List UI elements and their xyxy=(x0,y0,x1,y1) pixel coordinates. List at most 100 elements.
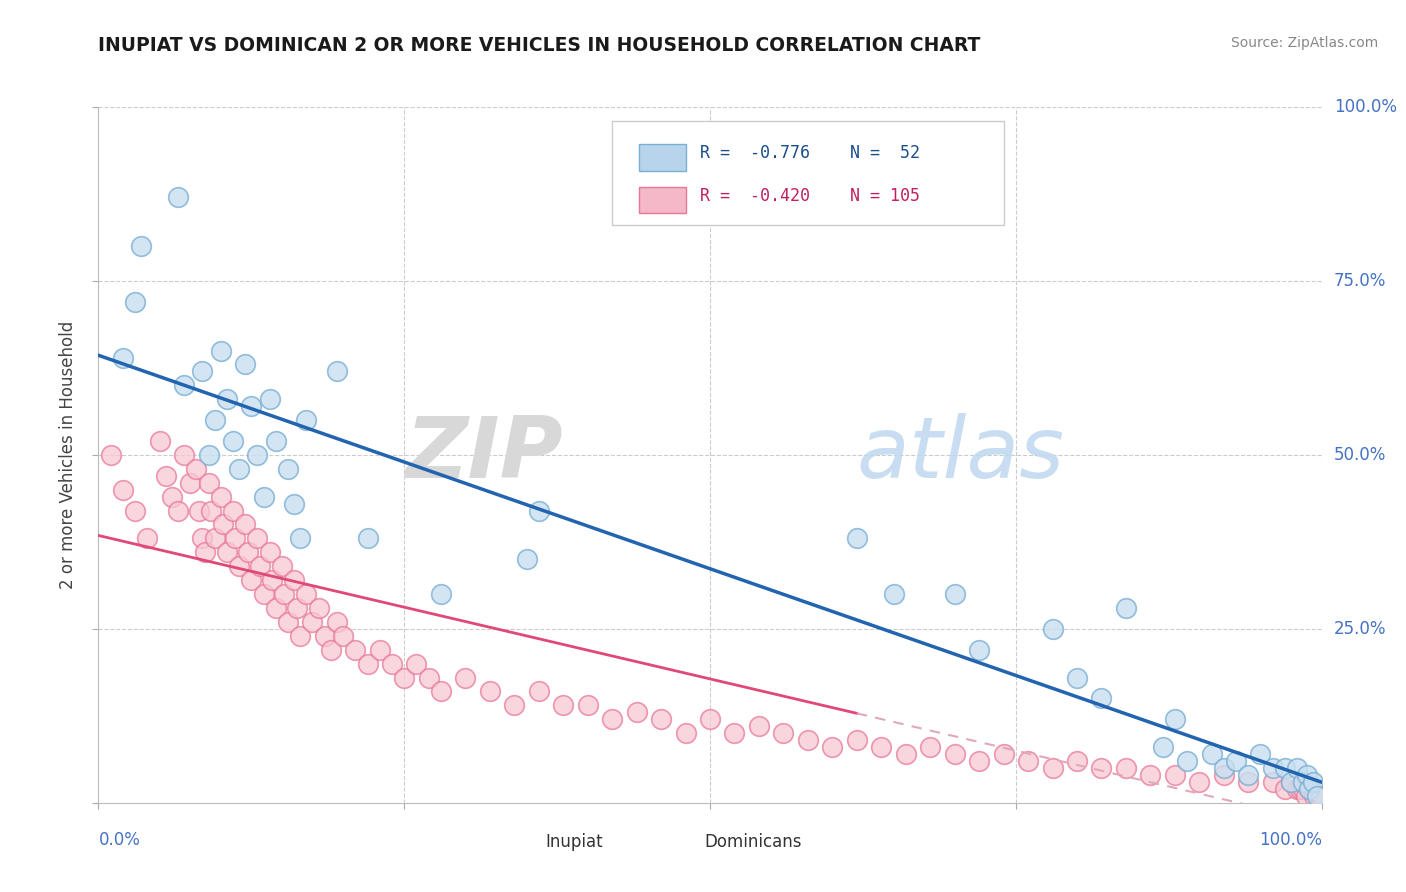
Text: 25.0%: 25.0% xyxy=(1334,620,1386,638)
Text: 50.0%: 50.0% xyxy=(1334,446,1386,464)
Point xyxy=(699,712,721,726)
Point xyxy=(277,462,299,476)
Point xyxy=(418,671,440,685)
Point xyxy=(283,497,305,511)
Text: 75.0%: 75.0% xyxy=(1334,272,1386,290)
Text: 0.0%: 0.0% xyxy=(98,830,141,848)
Point xyxy=(319,642,342,657)
Point xyxy=(240,399,263,413)
Point xyxy=(1249,747,1271,761)
Point xyxy=(430,684,453,698)
Point xyxy=(186,462,208,476)
Point xyxy=(1261,761,1284,775)
Point xyxy=(967,642,990,657)
Point xyxy=(209,490,232,504)
Point xyxy=(179,475,201,490)
Point xyxy=(326,364,349,378)
Point xyxy=(1090,761,1112,775)
Point xyxy=(124,294,146,309)
Point xyxy=(1212,761,1234,775)
Point xyxy=(576,698,599,713)
Point xyxy=(283,573,305,587)
Point xyxy=(381,657,404,671)
Point xyxy=(1298,781,1320,796)
Point xyxy=(236,545,259,559)
Point xyxy=(1288,781,1310,796)
Point xyxy=(1310,789,1333,803)
Point xyxy=(209,343,232,358)
Point xyxy=(883,587,905,601)
Point xyxy=(1066,671,1088,685)
Point xyxy=(772,726,794,740)
Point xyxy=(1309,789,1331,803)
FancyBboxPatch shape xyxy=(612,121,1004,226)
Point xyxy=(1302,775,1324,789)
Point xyxy=(187,503,209,517)
Point xyxy=(1308,789,1330,803)
Point xyxy=(224,532,246,546)
Point xyxy=(252,490,274,504)
Point xyxy=(1310,789,1333,803)
Point xyxy=(675,726,697,740)
Point xyxy=(222,434,245,448)
Point xyxy=(264,434,287,448)
Text: 100.0%: 100.0% xyxy=(1334,98,1398,116)
Point xyxy=(204,532,226,546)
Point xyxy=(204,413,226,427)
Point xyxy=(1175,754,1198,768)
Point xyxy=(1017,754,1039,768)
Point xyxy=(212,517,235,532)
Point xyxy=(167,503,190,517)
Text: Dominicans: Dominicans xyxy=(704,833,801,852)
Point xyxy=(1164,768,1187,782)
Point xyxy=(264,601,287,615)
Bar xyxy=(640,145,686,170)
Point xyxy=(1237,768,1260,782)
Point xyxy=(160,490,183,504)
Point xyxy=(259,392,281,407)
Point xyxy=(1296,768,1319,782)
Point xyxy=(943,747,966,761)
Point xyxy=(1042,761,1064,775)
Point xyxy=(894,747,917,761)
Point xyxy=(821,740,844,755)
Point xyxy=(1279,775,1302,789)
Point xyxy=(1115,601,1137,615)
Point xyxy=(295,587,318,601)
Point xyxy=(136,532,159,546)
Point xyxy=(1090,691,1112,706)
Point xyxy=(246,532,269,546)
Point xyxy=(191,532,214,546)
Point xyxy=(1310,789,1333,803)
Point xyxy=(252,587,274,601)
Point xyxy=(845,532,868,546)
Bar xyxy=(502,833,536,855)
Point xyxy=(1286,781,1309,796)
Point xyxy=(515,552,537,566)
Point xyxy=(1139,768,1161,782)
Point xyxy=(262,573,284,587)
Point xyxy=(1164,712,1187,726)
Point xyxy=(1292,775,1315,789)
Point xyxy=(650,712,672,726)
Point xyxy=(191,364,214,378)
Point xyxy=(249,559,271,574)
Text: atlas: atlas xyxy=(856,413,1064,497)
Point xyxy=(344,642,367,657)
Point xyxy=(308,601,330,615)
Point xyxy=(111,483,134,497)
Point xyxy=(478,684,501,698)
Point xyxy=(228,462,250,476)
Point xyxy=(356,657,378,671)
Point xyxy=(277,615,299,629)
Point xyxy=(332,629,354,643)
Point xyxy=(1292,781,1315,796)
Text: INUPIAT VS DOMINICAN 2 OR MORE VEHICLES IN HOUSEHOLD CORRELATION CHART: INUPIAT VS DOMINICAN 2 OR MORE VEHICLES … xyxy=(98,36,981,54)
Point xyxy=(155,468,177,483)
Point xyxy=(215,392,238,407)
Point xyxy=(222,503,245,517)
Point xyxy=(197,475,219,490)
Point xyxy=(173,448,195,462)
Point xyxy=(993,747,1015,761)
Point xyxy=(1115,761,1137,775)
